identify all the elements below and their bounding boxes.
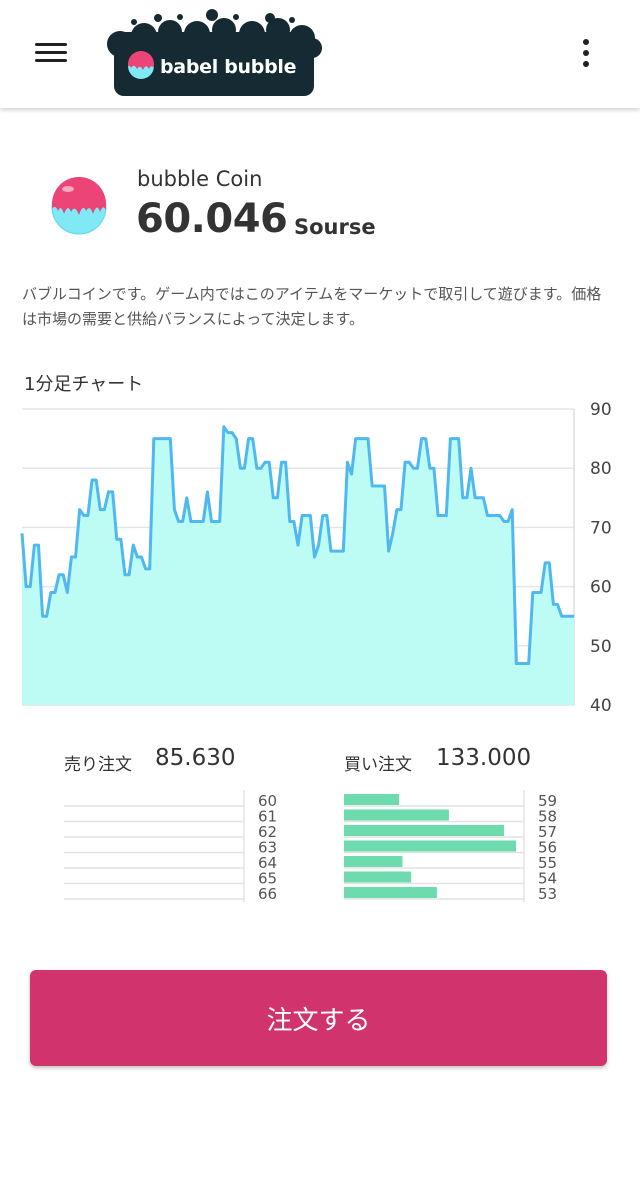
buy-order-title: 買い注文 — [344, 755, 412, 775]
sell-order-value: 85.630 — [155, 745, 236, 771]
y-tick-label: 80 — [590, 459, 612, 479]
coin-unit: Sourse — [294, 215, 376, 239]
order-price-label: 63 — [258, 839, 277, 857]
sell-order-book: 60 61 62 63 64 65 66 — [64, 790, 294, 902]
price-line — [20, 425, 574, 666]
buy-volume-bar — [344, 856, 403, 867]
order-price-label: 62 — [258, 823, 277, 841]
order-price-label: 64 — [258, 854, 277, 872]
y-tick-label: 70 — [590, 518, 612, 538]
app-logo[interactable] — [104, 8, 324, 100]
buy-volume-bar — [344, 887, 437, 898]
buy-volume-bar — [344, 871, 412, 883]
coin-description: バブルコインです。ゲーム内ではこのアイテムをマーケットで取引して遊びます。価格は… — [22, 285, 602, 328]
y-tick-label: 50 — [590, 637, 612, 657]
order-price-label: 58 — [538, 808, 557, 826]
place-order-button[interactable]: 注文する — [30, 970, 607, 1066]
coin-name: bubble Coin — [137, 167, 263, 191]
buy-volume-bar — [344, 825, 504, 836]
sell-order-title: 売り注文 — [64, 755, 132, 775]
order-price-label: 53 — [538, 885, 557, 902]
buy-order-book: 59 58 57 56 55 54 53 — [344, 790, 574, 902]
order-price-label: 54 — [538, 870, 557, 888]
bubble-coin-icon — [50, 174, 108, 236]
buy-order-value: 133.000 — [436, 745, 532, 771]
order-price-label: 61 — [258, 808, 277, 826]
order-price-label: 60 — [258, 792, 277, 810]
order-price-label: 66 — [258, 885, 277, 902]
hamburger-menu-icon[interactable] — [30, 36, 72, 70]
buy-volume-bar — [344, 794, 400, 805]
order-price-label: 65 — [258, 870, 277, 888]
price-chart: 90 80 70 60 50 40 — [0, 395, 640, 720]
chart-title: 1分足チャート — [24, 374, 144, 395]
order-price-label: 55 — [538, 854, 557, 872]
more-vertical-icon[interactable] — [572, 36, 600, 70]
buy-volume-bar — [344, 840, 516, 852]
logo-text: babel bubble — [160, 56, 297, 78]
coin-price: 60.046 — [136, 196, 288, 242]
order-price-label: 59 — [538, 792, 557, 810]
y-tick-label: 90 — [590, 400, 612, 420]
buy-volume-bar — [344, 809, 449, 821]
order-price-label: 57 — [538, 823, 557, 841]
order-price-label: 56 — [538, 839, 557, 857]
price-chart-svg: 90 80 70 60 50 40 — [20, 400, 612, 716]
y-tick-label: 40 — [590, 696, 612, 716]
y-tick-label: 60 — [590, 578, 612, 598]
app-header: babel bubble — [0, 0, 640, 108]
